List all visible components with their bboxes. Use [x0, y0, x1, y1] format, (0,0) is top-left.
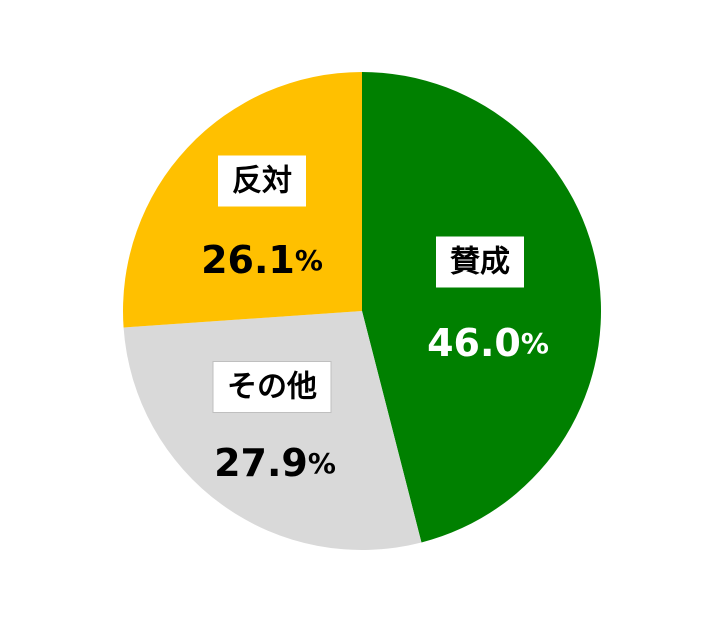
slice-value-label-2: 27.9%	[214, 441, 336, 485]
slice-name-label-3: 反対	[218, 155, 306, 207]
pie-slice-1	[362, 72, 601, 543]
slice-name-box-1	[436, 236, 524, 288]
slice-name-text-1: 賛成	[450, 245, 510, 280]
slice-name-text-2: その他	[227, 370, 317, 405]
slice-value-number-2: 27.9	[214, 441, 308, 485]
slice-value-label-1: 46.0%	[427, 321, 549, 365]
slice-name-box-2	[212, 361, 332, 413]
slice-value-unit-2: %	[308, 447, 336, 480]
pie-slices	[123, 72, 601, 550]
slice-name-box-3	[218, 155, 306, 207]
slice-value-number-3: 26.1	[201, 238, 295, 282]
slice-value-unit-1: %	[521, 327, 549, 360]
slice-name-label-1: 賛成	[436, 236, 524, 288]
data-labels: 賛成 46.0% その他 27.9% 反対 26.1%	[201, 155, 549, 485]
slice-value-unit-3: %	[295, 244, 323, 277]
slice-name-text-3: 反対	[232, 164, 292, 199]
pie-slice-2	[123, 311, 422, 550]
slice-value-number-1: 46.0	[427, 321, 521, 365]
slice-name-label-2: その他	[212, 361, 332, 413]
slice-value-label-3: 26.1%	[201, 238, 323, 282]
